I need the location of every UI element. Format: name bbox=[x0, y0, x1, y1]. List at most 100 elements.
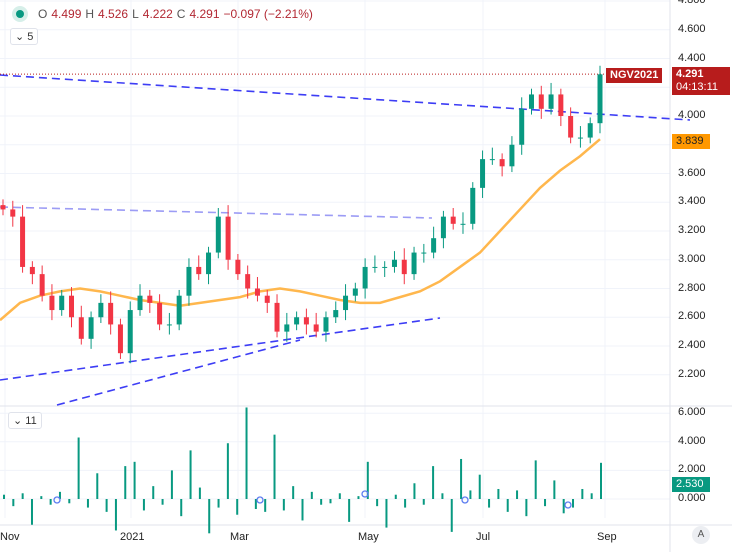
candle-body bbox=[39, 274, 45, 296]
candle-body bbox=[0, 205, 6, 210]
osc-bar bbox=[357, 496, 360, 499]
osc-tick-label: 6.000 bbox=[678, 406, 706, 419]
osc-bar bbox=[264, 499, 267, 512]
osc-bar bbox=[366, 461, 369, 499]
osc-bar bbox=[58, 491, 61, 499]
osc-bar bbox=[310, 491, 313, 499]
osc-bar bbox=[525, 499, 528, 517]
candle-body bbox=[225, 216, 231, 260]
resistance-trendline bbox=[0, 74, 691, 121]
candle-body bbox=[548, 94, 554, 109]
osc-bar bbox=[376, 499, 379, 507]
candle-body bbox=[176, 295, 182, 325]
close-label: C bbox=[176, 7, 186, 21]
osc-bar bbox=[21, 493, 24, 499]
support-trendline bbox=[0, 317, 441, 381]
open-value: 4.499 bbox=[51, 7, 82, 21]
signal-marker bbox=[53, 496, 61, 504]
symbol-status-icon bbox=[16, 10, 24, 18]
auto-scale-button[interactable]: A bbox=[692, 526, 710, 544]
time-tick-label: Jul bbox=[476, 531, 491, 543]
candle-body bbox=[49, 295, 55, 311]
time-tick-label: Nov bbox=[0, 531, 20, 543]
osc-bar bbox=[226, 443, 229, 499]
osc-bar bbox=[422, 499, 425, 505]
candle-body bbox=[303, 317, 309, 325]
candle-body bbox=[460, 223, 466, 225]
osc-bar bbox=[478, 474, 481, 499]
price-tick-label: 3.400 bbox=[678, 195, 706, 208]
candle-body bbox=[98, 302, 104, 318]
ma-value-tag: 3.839 bbox=[672, 134, 710, 149]
price-tick-label: 4.000 bbox=[678, 109, 706, 121]
osc-pane-collapse-button[interactable]: ⌄ 11 bbox=[8, 412, 42, 429]
price-tick-label: 2.200 bbox=[678, 367, 706, 380]
osc-bar bbox=[133, 461, 136, 499]
osc-bar bbox=[394, 494, 397, 499]
price-tick-label: 2.600 bbox=[678, 310, 706, 323]
candle-body bbox=[186, 266, 192, 296]
candle-body bbox=[558, 94, 564, 116]
candle-body bbox=[597, 74, 603, 124]
low-label: L bbox=[132, 7, 139, 21]
osc-bar bbox=[161, 499, 164, 505]
bar-countdown: 04:13:11 bbox=[676, 81, 719, 93]
osc-bar bbox=[105, 499, 108, 512]
candle-body bbox=[108, 302, 114, 325]
osc-bar bbox=[581, 488, 584, 499]
candle-body bbox=[88, 317, 94, 339]
osc-bar bbox=[282, 499, 285, 511]
candle-body bbox=[294, 317, 300, 325]
change-value: −0.097 (−2.21%) bbox=[223, 7, 313, 21]
candle-body bbox=[343, 295, 349, 311]
osc-bar bbox=[86, 499, 89, 508]
osc-bar bbox=[180, 499, 183, 517]
time-tick-label: 2021 bbox=[120, 531, 145, 543]
price-tick-label: 4.400 bbox=[678, 51, 706, 64]
candle-body bbox=[421, 252, 427, 254]
osc-value-tag: 2.530 bbox=[672, 477, 710, 492]
candle-body bbox=[577, 137, 583, 139]
price-pane-count: 5 bbox=[27, 31, 34, 43]
ohlc-legend: O 4.499 H 4.526 L 4.222 C 4.291 −0.097 (−2.2… bbox=[16, 7, 313, 21]
osc-bar bbox=[170, 470, 173, 499]
osc-bar bbox=[404, 499, 407, 508]
signal-marker bbox=[564, 501, 572, 509]
osc-bar bbox=[469, 490, 472, 499]
osc-bar bbox=[3, 494, 5, 499]
osc-bar bbox=[516, 490, 519, 499]
osc-bar bbox=[217, 499, 220, 508]
price-tick-label: 3.200 bbox=[678, 224, 706, 236]
price-tick-label: 4.800 bbox=[678, 0, 706, 6]
candle-body bbox=[78, 317, 84, 339]
candle-body bbox=[29, 266, 35, 275]
osc-bar bbox=[12, 499, 15, 507]
osc-bar bbox=[450, 499, 453, 532]
candle-body bbox=[499, 159, 505, 167]
last-price-tag: 4.291 04:13:11 bbox=[672, 67, 730, 95]
symbol-tag: NGV2021 bbox=[606, 68, 663, 83]
time-tick-label: May bbox=[358, 531, 379, 543]
price-pane-collapse-button[interactable]: ⌄ 5 bbox=[10, 28, 39, 45]
osc-bar bbox=[68, 499, 71, 504]
candle-body bbox=[480, 159, 486, 188]
signal-marker bbox=[461, 496, 469, 504]
candle-body bbox=[489, 159, 495, 161]
osc-bar bbox=[338, 493, 341, 499]
osc-bar bbox=[348, 499, 351, 522]
osc-bar bbox=[329, 499, 332, 504]
osc-bar bbox=[413, 483, 416, 499]
osc-bar bbox=[152, 486, 155, 499]
candle-body bbox=[470, 187, 476, 224]
osc-bar bbox=[544, 499, 547, 507]
upper-trendline bbox=[0, 206, 433, 219]
osc-bar bbox=[49, 499, 52, 505]
candle-body bbox=[391, 259, 397, 267]
osc-bar bbox=[245, 407, 248, 499]
osc-bar bbox=[40, 496, 43, 499]
candle-body bbox=[411, 252, 417, 275]
candle-body bbox=[362, 266, 368, 289]
candle-body bbox=[215, 216, 221, 253]
